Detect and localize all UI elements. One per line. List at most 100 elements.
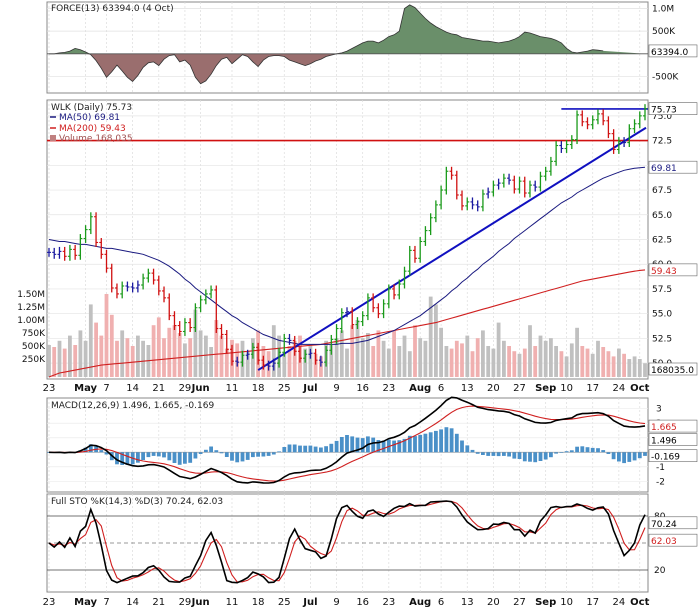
macd-histogram-bar (167, 452, 172, 461)
volume-bar (392, 330, 396, 377)
ma50-legend: MA(50) 69.81 (59, 113, 120, 123)
macd-histogram-bar (266, 452, 271, 456)
x-label-mid: 10 (560, 383, 573, 394)
x-label-mid: Sep (535, 383, 556, 394)
force-line (49, 4, 604, 85)
volume-bar (617, 348, 621, 377)
volume-bar (538, 335, 543, 377)
sto-y-tick: 20 (654, 566, 666, 576)
x-label-bottom: 16 (356, 597, 369, 608)
macd-histogram-bar (606, 452, 611, 454)
volume-bar (88, 304, 93, 377)
x-label-mid: Jun (191, 383, 210, 394)
ma50-line (48, 166, 646, 345)
macd-line (48, 396, 646, 484)
price-y-tick: 67.5 (652, 186, 672, 196)
volume-bar (104, 294, 109, 377)
volume-bar (444, 346, 449, 377)
macd-histogram-bar (413, 436, 417, 453)
x-label-mid: 6 (438, 383, 444, 394)
macd-histogram-bar (423, 433, 428, 453)
macd-histogram-bar (507, 452, 511, 457)
volume-bar (402, 335, 407, 377)
volume-bar (470, 351, 475, 377)
macd-y-tick: -1 (656, 463, 665, 473)
x-label-bottom: 23 (382, 597, 395, 608)
macd-histogram-bar (590, 447, 595, 453)
macd-histogram-bar (444, 427, 449, 453)
volume-bar (62, 348, 67, 377)
volume-bar (449, 348, 454, 377)
volume-last-tag: 168035.0 (651, 366, 694, 376)
volume-bar (271, 325, 276, 377)
volume-bar (224, 348, 229, 377)
macd-histogram-bar (580, 446, 585, 453)
volume-bar (219, 335, 224, 377)
macd-histogram-bar (569, 450, 574, 453)
sto-d-tag: 62.03 (651, 537, 677, 547)
macd-histogram-bar (371, 437, 376, 453)
price-y-tick: 75.0 (652, 112, 672, 122)
volume-bar (350, 325, 355, 377)
volume-legend: Volume 168,035 (59, 134, 133, 144)
volume-bar (632, 356, 637, 377)
volume-y-tick: 1.00M (17, 316, 45, 326)
volume-bar (319, 356, 323, 377)
volume-bar (287, 346, 292, 377)
sto-k-line (48, 500, 646, 584)
volume-bar (460, 343, 464, 377)
macd-hist-tag: -0.169 (651, 453, 680, 463)
macd-histogram-bar (481, 452, 485, 455)
macd-histogram-bar (627, 452, 632, 462)
sto-k-tag-box (648, 516, 698, 530)
volume-y-tick: 750K (22, 329, 46, 339)
sto-d-line (48, 500, 646, 583)
macd-histogram-bar (637, 452, 642, 459)
macd-histogram-bar (271, 452, 276, 455)
macd-histogram-bar (360, 438, 365, 453)
sto-title: Full STO %K(14,3) %D(3) 70.24, 62.03 (51, 497, 223, 507)
macd-histogram-bar (407, 435, 412, 453)
macd-histogram-bar (224, 452, 229, 457)
volume-bar (109, 314, 114, 377)
volume-bar (496, 322, 501, 377)
volume-bar (308, 345, 313, 377)
macd-histogram-bar (313, 446, 318, 453)
x-label-mid: 20 (487, 383, 500, 394)
x-label-mid: 24 (612, 383, 625, 394)
x-label-bottom: 20 (487, 597, 500, 608)
volume-bar (549, 338, 553, 377)
x-label-bottom: Jun (191, 597, 210, 608)
volume-bar (371, 346, 376, 377)
force-last-tag-box (648, 44, 698, 58)
volume-bar (313, 353, 318, 377)
volume-bar (282, 353, 287, 377)
macd-histogram-bar (198, 452, 203, 454)
macd-histogram-bar (585, 447, 590, 453)
volume-bar (512, 351, 517, 377)
volume-bar (533, 346, 538, 377)
macd-histogram-bar (104, 452, 109, 455)
volume-last-tag-box (648, 362, 698, 376)
volume-bar (172, 325, 177, 377)
volume-bar (413, 325, 417, 377)
volume-bars (47, 294, 647, 377)
volume-bar (502, 340, 506, 377)
macd-histogram-bar (172, 452, 177, 463)
volume-bar (339, 330, 344, 377)
volume-bar (559, 351, 564, 377)
volume-bar (141, 340, 145, 377)
x-label-bottom: 25 (278, 597, 291, 608)
volume-bar (115, 340, 119, 377)
macd-histogram-bar (434, 430, 438, 453)
volume-bar (136, 335, 140, 377)
volume-bar (177, 333, 182, 377)
x-label-mid: May (74, 383, 97, 394)
macd-histogram-bar (554, 452, 558, 454)
price-y-tick: 65.0 (652, 211, 672, 221)
macd-last-tag-box (648, 433, 698, 446)
macd-histogram-bar (319, 447, 323, 453)
macd-histogram-bar (256, 452, 260, 457)
volume-bar (162, 338, 166, 377)
